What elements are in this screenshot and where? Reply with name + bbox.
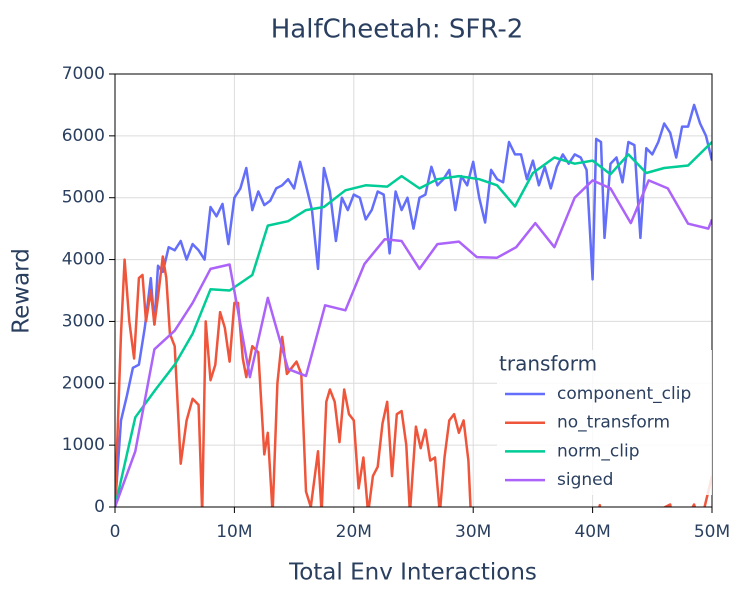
legend-title: transform	[499, 352, 597, 376]
data-line	[115, 255, 712, 507]
legend: transform component_clip no_transform norm_…	[497, 350, 712, 495]
data-line	[115, 103, 712, 507]
y-tick-label: 6000	[62, 126, 105, 146]
y-tick-label: 4000	[62, 250, 105, 270]
x-tick-label: 50M	[694, 522, 730, 542]
y-tick-label: 5000	[62, 188, 105, 208]
y-tick-label: 7000	[62, 64, 105, 84]
x-tick-label: 30M	[455, 522, 491, 542]
y-tick-label: 3000	[62, 311, 105, 331]
y-axis-title: Reward	[9, 248, 35, 334]
plot-area	[115, 103, 712, 507]
x-tick-label: 10M	[216, 522, 252, 542]
legend-label: component_clip	[557, 384, 691, 404]
legend-label: norm_clip	[557, 441, 640, 461]
legend-label: signed	[557, 470, 613, 490]
y-tick-label: 2000	[62, 373, 105, 393]
x-tick-label: 0	[110, 522, 121, 542]
legend-label: no_transform	[557, 413, 670, 433]
chart-title: HalfCheetah: SFR-2	[271, 15, 524, 45]
x-tick-label: 40M	[574, 522, 610, 542]
data-line	[115, 179, 712, 507]
x-axis-title: Total Env Interactions	[288, 560, 537, 586]
y-tick-label: 1000	[62, 435, 105, 455]
plot-frame	[114, 73, 713, 508]
x-tick-label: 20M	[336, 522, 372, 542]
y-tick-label: 0	[94, 497, 105, 517]
data-line	[115, 141, 712, 507]
